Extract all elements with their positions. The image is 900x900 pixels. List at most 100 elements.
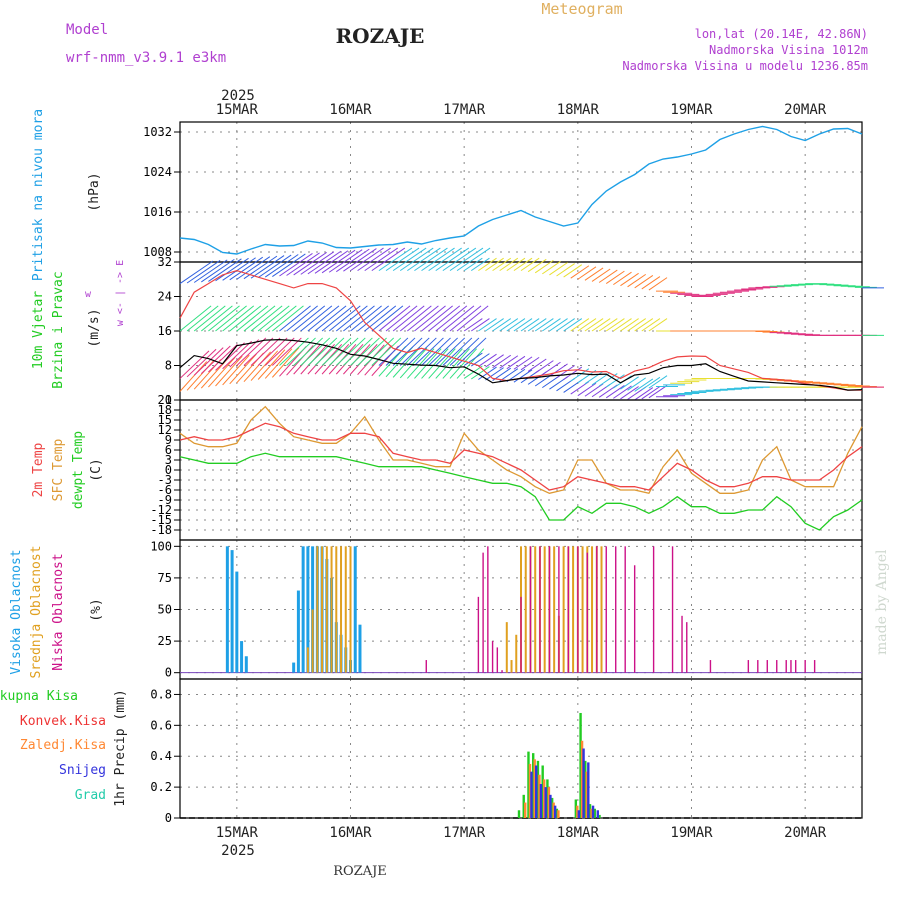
wind-arrow <box>527 318 547 332</box>
precip-snow-bar <box>596 810 599 818</box>
precip-strat-bar <box>524 802 527 818</box>
wind-arrow <box>499 318 519 332</box>
wind-arrow <box>414 348 442 379</box>
y-tick-label: 15 <box>158 413 172 427</box>
precip-total-bar <box>584 760 587 818</box>
wind-arrow <box>605 270 625 284</box>
wind-arrow <box>506 318 526 332</box>
precip-total-bar <box>598 814 601 818</box>
wind-arrow <box>605 374 625 388</box>
wind-arrow <box>179 260 214 284</box>
clouds-panel: 0 25 50 75 100 <box>150 539 863 680</box>
wind-arrow <box>563 264 583 278</box>
precip-strat-bar <box>528 763 532 818</box>
wind-arrow <box>193 259 228 283</box>
wind-arrow <box>463 257 483 272</box>
wind-arrow <box>307 305 340 332</box>
precip-snow-bar <box>544 787 547 818</box>
wind-speed-line <box>179 338 863 391</box>
wind-arrow <box>385 305 418 332</box>
pressure-line <box>179 125 863 255</box>
wind-arrow <box>428 348 456 379</box>
cloud-low-bar <box>586 552 589 673</box>
wind-arrow <box>350 305 382 332</box>
bottom-axis-label: 20MAR <box>784 825 827 841</box>
wind-arrow <box>556 318 575 332</box>
cloud-low-bar <box>804 660 806 673</box>
cloud-side-label-high: Visoka Oblacnost <box>9 549 24 674</box>
precip-total-bar <box>541 765 544 818</box>
cloud-low-bar <box>577 546 579 673</box>
wind-arrow <box>307 250 342 275</box>
wind-arrow <box>229 305 262 332</box>
wind-arrow <box>300 251 335 275</box>
y-tick-label: 21 <box>158 393 172 407</box>
panel-frame <box>179 121 863 263</box>
wind-arrow <box>605 318 625 332</box>
y-tick-label: 1008 <box>143 245 172 259</box>
bottom-axis-label: 17MAR <box>443 825 486 841</box>
wind-arrow <box>591 268 611 282</box>
y-tick-label: -9 <box>158 493 172 507</box>
cloud-low-bar <box>747 660 750 673</box>
precip-total-bar <box>555 808 559 818</box>
wind-arrow <box>250 305 283 332</box>
wind-arrow <box>250 350 279 381</box>
wind-arrow <box>627 273 647 288</box>
wind-arrow <box>257 305 290 332</box>
wind-arrow <box>506 355 526 370</box>
wind-arrow <box>542 261 561 275</box>
wind-arrow <box>222 340 252 370</box>
cloud-low-bar <box>671 546 674 673</box>
wind-arrow <box>520 257 540 272</box>
wind-arrow <box>478 353 497 367</box>
wind-arrow <box>229 353 257 385</box>
wind-arrow <box>364 247 399 272</box>
wind-panel: 0 8 16 24 32 <box>158 247 884 407</box>
wind-side-label-1: 10m Vjetar <box>31 291 46 369</box>
cloud-high-bar <box>306 546 310 673</box>
wind-arrow <box>215 342 245 371</box>
wind-arrow <box>598 318 618 332</box>
precip-strat-bar <box>533 759 536 818</box>
y-tick-label: 75 <box>158 571 172 585</box>
wind-arrow <box>513 318 533 332</box>
cloud-low-bar <box>496 647 499 673</box>
wind-arrow <box>407 247 441 272</box>
wind-arrow <box>442 348 470 379</box>
precip-snow-bar <box>591 805 595 818</box>
precip-total-bar <box>550 797 554 818</box>
wind-arrow <box>463 318 483 332</box>
cloud-low-bar <box>539 546 541 673</box>
bottom-axis-label: 15MAR <box>216 825 259 841</box>
wind-arrow <box>485 318 504 332</box>
cloud-low-bar <box>491 641 494 673</box>
top-year: 2025 <box>221 88 255 104</box>
wind-arrow <box>499 368 519 382</box>
cloud-side-label-mid: Srednja Oblacnost <box>29 545 44 678</box>
cloud-high-bar <box>240 641 244 673</box>
wind-arrow <box>627 377 647 391</box>
wind-arrow <box>257 254 292 279</box>
cloud-high-bar <box>292 662 296 673</box>
cloud-low-bar <box>633 565 636 673</box>
wind-arrow <box>499 355 519 369</box>
cloud-low-bar <box>520 596 522 673</box>
lonlat-text: lon,lat (20.14E, 42.86N) <box>695 27 868 41</box>
station-title: ROZAJE <box>336 24 425 48</box>
y-tick-label: 6 <box>165 443 172 457</box>
wind-arrow <box>449 247 484 272</box>
wind-arrow <box>229 256 264 281</box>
wind-arrow <box>229 339 260 368</box>
wind-arrow <box>641 376 661 391</box>
wind-arrow <box>236 337 267 366</box>
y-tick-label: 9 <box>165 433 172 447</box>
wind-arrow <box>371 337 402 366</box>
wind-arrow <box>414 305 446 332</box>
wind-arrow <box>271 347 300 378</box>
bottom-year: 2025 <box>221 843 255 859</box>
cloud-low-bar <box>567 546 570 673</box>
temp-ylabel: (C) <box>89 458 104 481</box>
wind-arrow <box>357 305 390 332</box>
cloud-low-bar <box>487 546 489 673</box>
